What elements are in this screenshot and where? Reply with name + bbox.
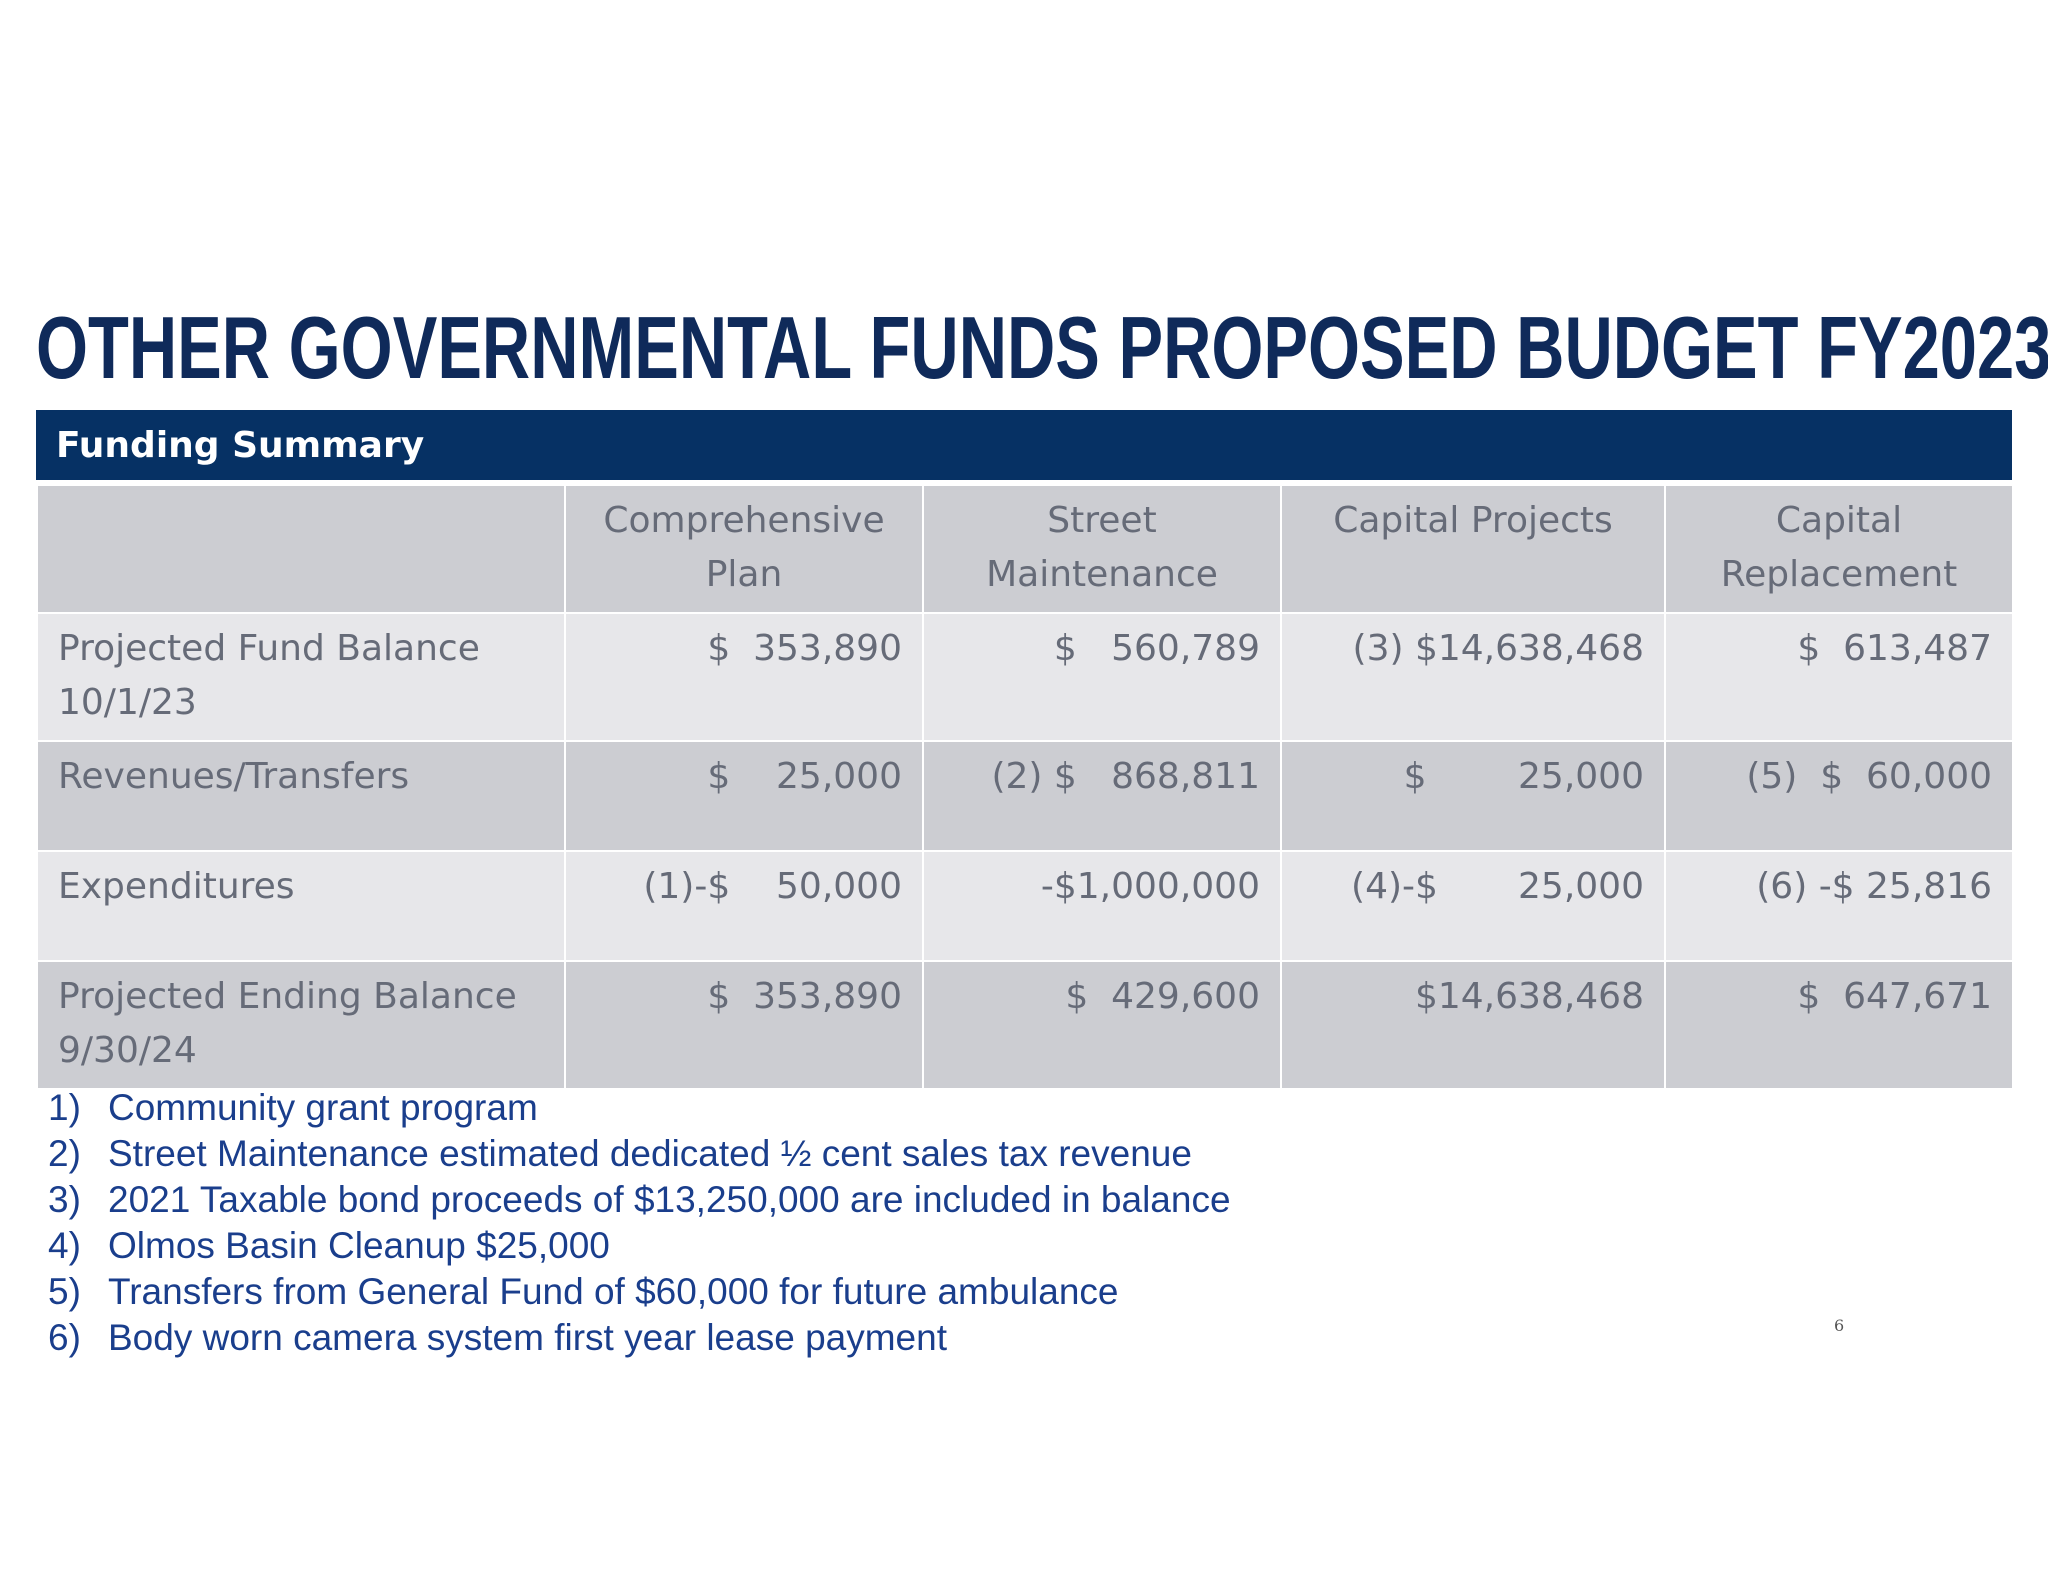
table-cell: (1)-$ 50,000 [564, 850, 924, 962]
table-header-row: Comprehensive Plan Street Maintenance Ca… [36, 484, 2014, 614]
table-cell: (5) $ 60,000 [1664, 740, 2014, 852]
funding-summary-table: Comprehensive Plan Street Maintenance Ca… [36, 484, 2014, 1090]
table-row: Projected Ending Balance 9/30/24 $ 353,8… [36, 960, 2014, 1090]
funding-summary-label: Funding Summary [56, 424, 425, 466]
footnote-item: 2) Street Maintenance estimated dedicated… [48, 1131, 1231, 1177]
footnote-item: 3) 2021 Taxable bond proceeds of $13,250,… [48, 1177, 1231, 1223]
table-cell: (6) -$ 25,816 [1664, 850, 2014, 962]
table-cell: (4)-$ 25,000 [1280, 850, 1666, 962]
table-cell: $ 429,600 [922, 960, 1282, 1090]
table-cell: $ 560,789 [922, 612, 1282, 742]
page-number: 6 [1834, 1316, 1845, 1335]
header-capital-replacement: Capital Replacement [1664, 484, 2014, 614]
footnote-item: 6) Body worn camera system first year lea… [48, 1315, 1231, 1361]
table-cell: -$1,000,000 [922, 850, 1282, 962]
table-cell: $ 25,000 [1280, 740, 1666, 852]
table-cell: $14,638,468 [1280, 960, 1666, 1090]
footnote-number: 4) [48, 1225, 81, 1266]
footnote-number: 5) [48, 1271, 81, 1312]
table-row: Projected Fund Balance 10/1/23 $ 353,890… [36, 612, 2014, 742]
table-row: Expenditures (1)-$ 50,000 -$1,000,000 (4… [36, 850, 2014, 962]
footnotes-list: 1) Community grant program 2) Street Maint… [48, 1085, 1231, 1361]
row-label: Projected Ending Balance 9/30/24 [36, 960, 566, 1090]
row-label: Projected Fund Balance 10/1/23 [36, 612, 566, 742]
table-cell: $ 353,890 [564, 960, 924, 1090]
footnote-item: 5) Transfers from General Fund of $60,000… [48, 1269, 1231, 1315]
table-row: Revenues/Transfers $ 25,000 (2) $ 868,81… [36, 740, 2014, 852]
footnote-text: Body worn camera system first year lease… [108, 1317, 947, 1358]
footnote-text: Olmos Basin Cleanup $25,000 [108, 1225, 610, 1266]
table-cell: $ 647,671 [1664, 960, 2014, 1090]
footnote-number: 1) [48, 1087, 81, 1128]
table-cell: $ 25,000 [564, 740, 924, 852]
footnote-number: 3) [48, 1179, 81, 1220]
row-label: Revenues/Transfers [36, 740, 566, 852]
footnote-number: 6) [48, 1317, 81, 1358]
header-street-maintenance: Street Maintenance [922, 484, 1282, 614]
header-cell-empty [36, 484, 566, 614]
table-cell: (2) $ 868,811 [922, 740, 1282, 852]
footnote-text: Community grant program [108, 1087, 538, 1128]
footnote-item: 1) Community grant program [48, 1085, 1231, 1131]
footnote-text: Street Maintenance estimated dedicated ½… [108, 1133, 1192, 1174]
footnote-number: 2) [48, 1133, 81, 1174]
header-capital-projects: Capital Projects [1280, 484, 1666, 614]
table-cell: (3) $14,638,468 [1280, 612, 1666, 742]
row-label: Expenditures [36, 850, 566, 962]
footnote-item: 4) Olmos Basin Cleanup $25,000 [48, 1223, 1231, 1269]
footnote-text: Transfers from General Fund of $60,000 f… [108, 1271, 1119, 1312]
page-title: OTHER GOVERNMENTAL FUNDS PROPOSED BUDGET… [36, 298, 2048, 397]
header-comprehensive-plan: Comprehensive Plan [564, 484, 924, 614]
table-cell: $ 353,890 [564, 612, 924, 742]
table-cell: $ 613,487 [1664, 612, 2014, 742]
funding-summary-bar: Funding Summary [36, 410, 2012, 480]
footnote-text: 2021 Taxable bond proceeds of $13,250,00… [108, 1179, 1231, 1220]
